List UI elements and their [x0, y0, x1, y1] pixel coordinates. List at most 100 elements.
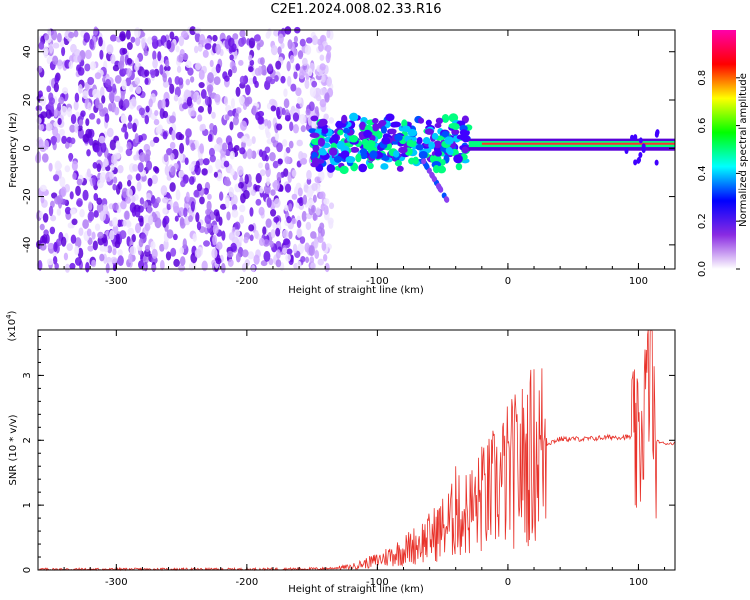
noise-cell — [53, 109, 58, 118]
noise-cell — [50, 135, 58, 144]
noise-cell — [82, 90, 89, 100]
noise-cell — [260, 260, 268, 267]
noise-cell — [273, 198, 281, 208]
noise-cell — [314, 249, 320, 259]
signal-cell — [369, 134, 376, 142]
noise-cell — [164, 98, 170, 108]
noise-cell — [207, 165, 213, 174]
noise-cell — [82, 189, 89, 201]
noise-cell — [185, 135, 190, 146]
noise-cell — [281, 107, 286, 116]
noise-cell — [77, 247, 84, 259]
signal-cell — [444, 136, 454, 145]
signal-cell — [361, 138, 369, 146]
noise-cell — [244, 174, 249, 185]
signal-cell — [624, 147, 629, 154]
noise-cell — [284, 115, 291, 122]
noise-cell — [229, 54, 234, 61]
noise-cell — [171, 129, 176, 141]
noise-cell — [293, 71, 298, 80]
noise-cell — [86, 168, 91, 178]
noise-cell — [76, 178, 83, 186]
noise-cell — [270, 105, 277, 112]
noise-cell — [251, 136, 256, 144]
noise-cell — [253, 254, 260, 265]
noise-cell — [304, 79, 310, 90]
noise-cell — [288, 140, 294, 149]
noise-cell — [54, 74, 60, 85]
noise-cell — [265, 131, 271, 139]
noise-cell — [113, 176, 118, 184]
noise-cell — [127, 179, 132, 187]
signal-cell — [446, 148, 454, 156]
noise-cell — [83, 32, 90, 43]
noise-cell — [129, 84, 134, 93]
noise-cell — [99, 171, 107, 183]
noise-cell — [145, 160, 153, 171]
noise-cell — [264, 146, 271, 154]
noise-cell — [296, 228, 302, 238]
x-tick-label: 100 — [629, 276, 648, 287]
noise-cell — [124, 131, 129, 140]
noise-cell — [106, 127, 114, 138]
noise-cell — [85, 261, 90, 273]
noise-cell — [45, 122, 53, 132]
noise-cell — [253, 34, 261, 42]
noise-cell — [185, 78, 191, 86]
noise-cell — [48, 92, 54, 102]
noise-cell — [42, 212, 49, 223]
noise-cell — [98, 135, 106, 144]
noise-cell — [286, 216, 292, 224]
noise-cell — [108, 91, 115, 102]
signal-cell — [393, 150, 400, 158]
noise-cell — [127, 174, 133, 181]
noise-cell — [300, 125, 306, 133]
noise-cell — [74, 237, 82, 248]
noise-cell — [120, 115, 127, 124]
noise-cell — [225, 197, 230, 209]
noise-cell — [35, 105, 43, 112]
noise-cell — [164, 59, 170, 68]
noise-cell — [289, 54, 295, 64]
noise-cell — [233, 145, 240, 152]
noise-cell — [41, 153, 49, 163]
noise-cell — [89, 39, 95, 50]
signal-cell — [638, 137, 643, 144]
noise-cell — [131, 233, 136, 243]
noise-cell — [86, 228, 92, 237]
noise-cell — [72, 172, 77, 180]
noise-cell — [135, 86, 142, 94]
noise-cell — [60, 186, 67, 198]
noise-cell — [258, 206, 265, 216]
noise-cell — [111, 83, 117, 93]
noise-cell — [96, 197, 103, 205]
signal-cell — [633, 159, 638, 166]
noise-cell — [57, 102, 62, 112]
noise-cell — [133, 154, 139, 161]
noise-cell — [292, 112, 300, 122]
noise-cell — [93, 144, 100, 153]
noise-cell — [248, 37, 256, 49]
signal-cell — [434, 150, 443, 157]
colorbar-tick-label: 0.0 — [697, 261, 708, 277]
noise-cell — [162, 207, 168, 215]
noise-cell — [306, 169, 312, 180]
signal-cell — [434, 122, 442, 128]
noise-cell — [284, 183, 292, 193]
noise-cell — [304, 44, 312, 55]
noise-cell — [156, 196, 161, 204]
noise-cell — [153, 118, 160, 126]
noise-cell — [262, 226, 267, 235]
noise-cell — [151, 264, 157, 272]
noise-cell — [255, 198, 262, 206]
noise-cell — [190, 142, 196, 152]
signal-cell — [401, 125, 411, 132]
noise-cell — [240, 120, 248, 131]
signal-cell — [435, 117, 444, 125]
noise-cell — [178, 133, 185, 141]
signal-cell — [317, 137, 326, 147]
signal-cell — [358, 163, 368, 173]
noise-cell — [319, 222, 325, 230]
signal-cell — [429, 171, 435, 178]
noise-cell — [126, 188, 133, 198]
